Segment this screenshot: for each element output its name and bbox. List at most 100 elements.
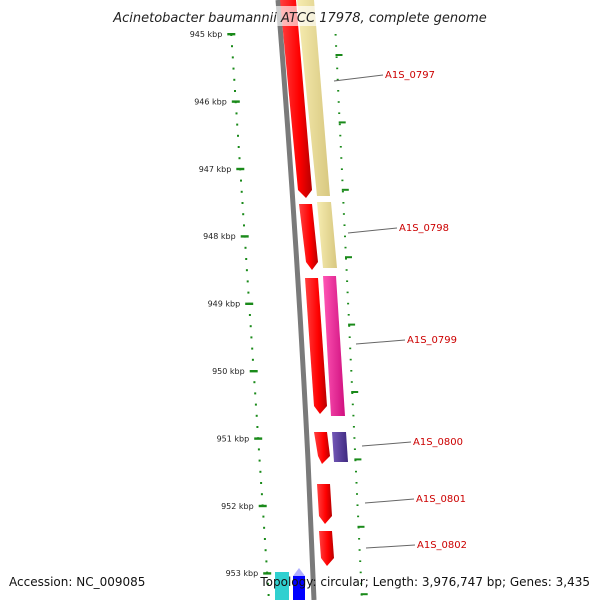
scale-dot (235, 112, 238, 115)
scale-dot (341, 179, 344, 182)
scale-dot (345, 258, 347, 260)
scale-dot (344, 235, 346, 238)
scale-dot (354, 459, 357, 462)
scale-dot (234, 90, 236, 92)
scale-dot (347, 314, 350, 316)
scale-dot (253, 381, 256, 384)
scale-dot (340, 168, 343, 170)
red-gene-block[interactable] (305, 278, 327, 414)
scale-dot (336, 67, 339, 70)
scale-dot (358, 549, 361, 551)
scale-dot (350, 370, 353, 372)
scale-dot (341, 190, 344, 193)
lavender-gene-block[interactable] (293, 568, 305, 576)
scale-dot (360, 582, 363, 585)
scale-dot (256, 426, 259, 428)
outer-strand-genes (297, 0, 348, 462)
tick-mark (338, 121, 346, 124)
scale-dot (337, 101, 340, 103)
scale-dot (244, 246, 247, 249)
scale-dot (356, 493, 358, 495)
tick-label: 946 kbp (194, 97, 227, 106)
gene-block-A1S_0800[interactable] (332, 432, 348, 462)
tick-mark (263, 572, 272, 575)
scale-dot (355, 482, 358, 484)
scale-dot (348, 336, 351, 338)
scale-dotted-line (230, 34, 363, 596)
scale-dot (353, 448, 356, 450)
tick-mark (231, 100, 240, 103)
gene-label-A1S_0797[interactable]: A1S_0797 (385, 70, 435, 81)
scale-dot (258, 459, 261, 462)
tick-label: 945 kbp (190, 30, 223, 39)
scale-dot (343, 224, 346, 226)
scale-dot (231, 56, 234, 59)
scale-dot (349, 347, 352, 350)
scale-dot (342, 213, 345, 215)
summary-text: Topology: circular; Length: 3,976,747 bp… (259, 575, 590, 589)
scale-dot (335, 45, 338, 47)
scale-dot (257, 448, 260, 451)
scale-dot (336, 78, 339, 81)
tick-mark (341, 188, 349, 191)
red-gene-block[interactable] (299, 204, 318, 270)
scale-dot (262, 515, 265, 518)
accession-text: Accession: NC_009085 (9, 575, 145, 589)
scale-dot (263, 526, 266, 529)
tick-mark (249, 370, 258, 373)
gene-block-A1S_0798[interactable] (317, 202, 337, 268)
red-gene-block[interactable] (319, 531, 334, 566)
tick-mark (245, 302, 254, 305)
scale-dot (338, 112, 341, 114)
scale-dot (254, 392, 257, 395)
tick-mark (345, 256, 352, 259)
scale-dot (251, 358, 254, 361)
scale-dot (346, 280, 349, 282)
tick-mark (254, 437, 263, 440)
tick-mark (351, 391, 359, 393)
scale-dot (358, 538, 361, 540)
scale-dot (359, 560, 362, 562)
scale-dot (264, 549, 267, 552)
blue-gene-block[interactable] (293, 576, 305, 600)
gene-label-A1S_0801[interactable]: A1S_0801 (416, 494, 466, 505)
scale-dot (338, 123, 341, 126)
scale-dot (339, 134, 342, 137)
gene-label-A1S_0799[interactable]: A1S_0799 (407, 335, 457, 346)
cyan-gene-block[interactable] (275, 572, 289, 600)
scale-dot (243, 224, 245, 227)
scale-dot (359, 571, 362, 574)
scale-dot (241, 202, 244, 204)
bottom-gene-blocks (275, 568, 305, 600)
scale-dot (351, 392, 354, 394)
scale-dot (254, 403, 257, 406)
genome-title: Acinetobacter baumannii ATCC 17978, comp… (112, 11, 487, 26)
scale-dot (349, 358, 352, 361)
gene-label-A1S_0802[interactable]: A1S_0802 (417, 540, 467, 551)
scale-dot (353, 437, 356, 439)
scale-dot (357, 515, 360, 518)
scale-dot (250, 336, 253, 339)
gene-label-A1S_0798[interactable]: A1S_0798 (399, 223, 449, 234)
scale-dot (356, 504, 359, 506)
label-leader-lines (333, 74, 416, 549)
gene-block-A1S_0799[interactable] (323, 276, 345, 416)
red-gene-block[interactable] (317, 484, 332, 524)
tick-mark (258, 504, 267, 508)
scale-dot (237, 146, 240, 148)
red-gene-block[interactable] (280, 0, 312, 198)
scale-dot (240, 190, 243, 193)
tick-mark (227, 33, 236, 36)
scale-dot (265, 560, 268, 563)
tick-label: 950 kbp (212, 367, 245, 376)
tick-label: 953 kbp (226, 569, 259, 578)
scale-dot (240, 179, 242, 182)
scale-dot (231, 45, 233, 48)
scale-dot (340, 157, 343, 159)
gene-block-A1S_0797[interactable] (297, 0, 330, 196)
gene-label-A1S_0800[interactable]: A1S_0800 (413, 437, 463, 448)
scale-dot (255, 414, 258, 417)
red-gene-block[interactable] (314, 432, 330, 464)
